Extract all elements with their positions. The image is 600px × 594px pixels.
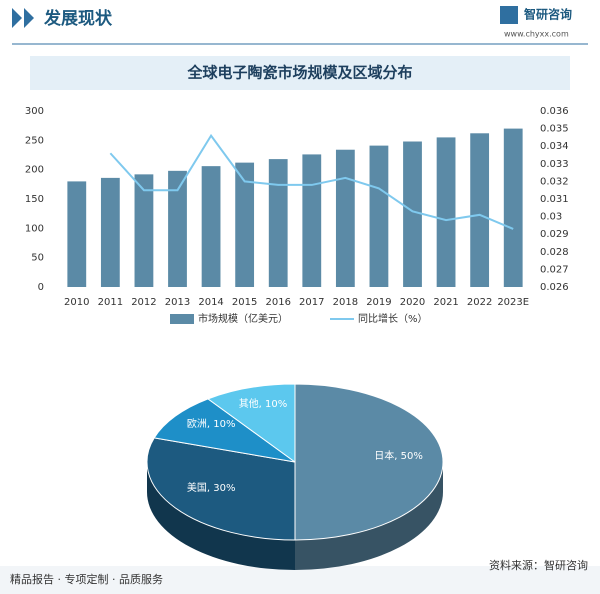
header-icon (12, 8, 34, 28)
x-tick-label: 2016 (265, 297, 290, 308)
title-band (30, 56, 570, 90)
y-tick-label: 100 (25, 223, 44, 234)
y2-tick-label: 0.035 (540, 124, 569, 135)
pie-slice (153, 398, 296, 463)
pie-slice (294, 383, 444, 541)
x-tick-label: 2013 (165, 297, 190, 308)
bar (302, 154, 322, 287)
x-tick-label: 2017 (299, 297, 324, 308)
footer-slogan: 精品报告 · 专项定制 · 品质服务 (10, 572, 163, 586)
bar (403, 141, 422, 287)
x-tick-label: 2011 (98, 297, 123, 308)
y2-tick-label: 0.031 (540, 194, 569, 205)
pie-label: 日本, 50% (374, 449, 423, 462)
pie-slice (146, 437, 296, 541)
pie-side (295, 462, 443, 570)
y-tick-label: 0 (38, 282, 44, 293)
bar (369, 145, 389, 287)
growth-line (109, 133, 514, 230)
y2-tick-label: 0.03 (540, 212, 562, 223)
y2-tick-label: 0.026 (540, 282, 569, 293)
y-tick-label: 150 (25, 194, 44, 205)
legend-swatch (170, 314, 194, 324)
y2-tick-label: 0.029 (540, 229, 569, 240)
bar (503, 128, 523, 287)
footer-source: 资料来源：智研咨询 (489, 558, 588, 572)
x-tick-label: 2023E (497, 297, 529, 308)
bar (134, 174, 154, 287)
bar (168, 170, 187, 287)
pie-label: 欧洲, 10% (187, 418, 236, 430)
legend-label: 市场规模（亿美元） (198, 312, 288, 325)
x-tick-label: 2018 (333, 297, 358, 308)
pie-chart: 日本, 50% 美国, 30% 欧洲, 10%其他, 10% (146, 383, 444, 570)
bar (67, 181, 87, 287)
y-tick-label: 250 (25, 135, 44, 146)
pie-slice (206, 383, 296, 463)
bar (235, 162, 255, 287)
y2-tick-label: 0.027 (540, 264, 569, 275)
chart-title: 全球电子陶瓷市场规模及区域分布 (186, 64, 412, 82)
pie-label: 其他, 10% (239, 397, 288, 410)
x-tick-label: 2010 (64, 297, 89, 308)
y-tick-label: 200 (25, 165, 44, 176)
bar (436, 137, 456, 287)
x-tick-label: 2022 (467, 297, 492, 308)
pie-label: 美国, 30% (187, 481, 236, 494)
x-tick-label: 2019 (366, 297, 391, 308)
logo-url: www.chyxx.com (504, 30, 569, 39)
bar (268, 159, 288, 287)
x-tick-label: 2015 (232, 297, 257, 308)
y2-tick-label: 0.036 (540, 106, 569, 117)
footer-band (0, 566, 600, 594)
bar (100, 177, 120, 287)
y-tick-label: 50 (31, 253, 44, 264)
bar (335, 149, 355, 287)
y-tick-label: 300 (25, 106, 44, 117)
x-tick-label: 2014 (198, 297, 223, 308)
bar (470, 133, 490, 287)
y2-tick-label: 0.033 (540, 159, 569, 170)
y2-tick-label: 0.028 (540, 247, 569, 258)
logo-mark (500, 6, 518, 24)
x-tick-label: 2021 (433, 297, 458, 308)
logo-text: 智研咨询 (523, 7, 572, 22)
x-tick-label: 2012 (131, 297, 156, 308)
y2-tick-label: 0.032 (540, 176, 569, 187)
header-title: 发展现状 (43, 8, 113, 29)
x-tick-label: 2020 (400, 297, 425, 308)
legend-label: 同比增长（%） (358, 312, 428, 325)
y2-tick-label: 0.034 (540, 141, 569, 152)
bar (201, 166, 221, 287)
combo-chart: 0 50 100 150 200 250 300 0.026 0.027 0.028 0.029 0.… (25, 106, 569, 325)
pie-side (147, 462, 295, 570)
